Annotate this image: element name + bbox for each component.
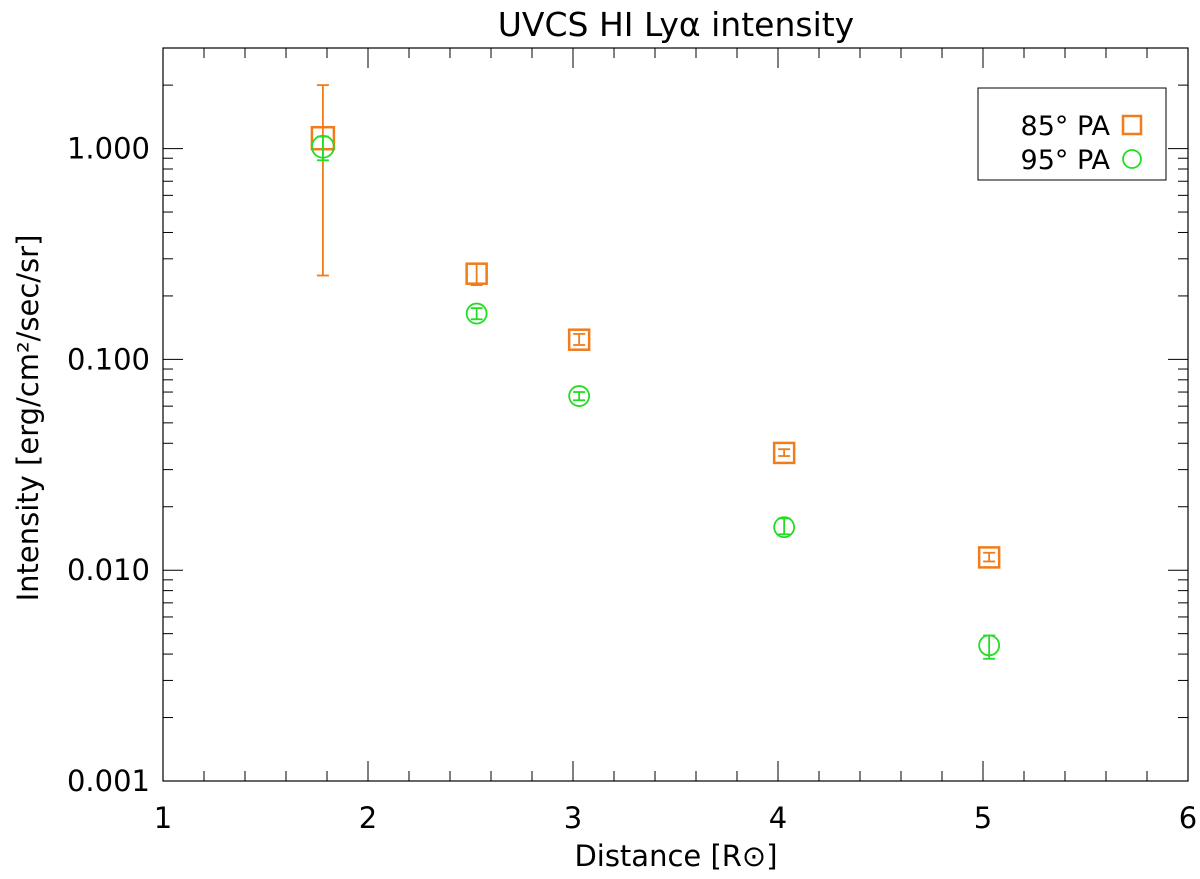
data-point	[465, 262, 488, 285]
series-square	[310, 84, 1001, 569]
y-axis-label: Intensity [erg/cm²/sec/sr]	[11, 235, 45, 602]
x-tick-labels: 1 2 3 4 5 6	[154, 801, 1197, 835]
data-point	[773, 516, 796, 539]
x-tick-label: 1	[154, 801, 172, 835]
y-tick-label: 1.000	[67, 132, 150, 166]
legend-marker	[1122, 149, 1142, 169]
data-series	[310, 84, 1001, 660]
legend-label: 95° PA	[1021, 145, 1111, 176]
legend-marker	[1121, 114, 1143, 136]
y-tick-label: 0.100	[67, 342, 150, 376]
y-tick-label: 0.001	[67, 764, 150, 798]
data-point	[772, 441, 796, 465]
chart-title: UVCS HI Lyα intensity	[498, 5, 854, 44]
y-tick-label: 0.010	[67, 553, 150, 587]
legend-label: 85° PA	[1021, 111, 1111, 142]
data-point	[567, 328, 591, 351]
plot-frame	[162, 47, 1189, 782]
x-tick-label: 5	[974, 801, 992, 835]
y-tick-labels: 0.001 0.010 0.100 1.000	[67, 132, 150, 798]
data-point	[310, 134, 335, 159]
axis-ticks	[162, 47, 1189, 782]
series-circle	[310, 134, 1001, 660]
x-tick-label: 4	[769, 801, 787, 835]
x-tick-label: 2	[359, 801, 377, 835]
data-point	[465, 302, 488, 325]
data-point	[977, 546, 1001, 569]
data-point	[568, 385, 591, 407]
x-axis-label: Distance [R⊙]	[574, 839, 777, 873]
data-point	[978, 634, 1001, 657]
x-tick-label: 3	[564, 801, 582, 835]
x-tick-label: 6	[1179, 801, 1197, 835]
